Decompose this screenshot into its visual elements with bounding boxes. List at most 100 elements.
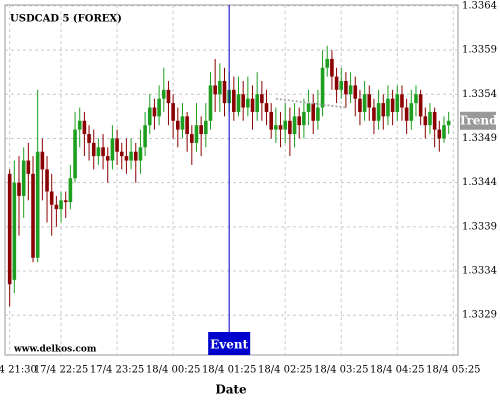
candle-body (232, 89, 236, 112)
candle-body (358, 98, 362, 112)
candle-body (190, 134, 194, 143)
candle-body (269, 111, 273, 130)
candle-body (428, 111, 432, 126)
candle-body (320, 67, 325, 108)
candle-body (213, 85, 217, 95)
candle-body (101, 147, 105, 157)
x-tick-label: 17/4 23:25 (90, 365, 144, 376)
candle-body (199, 125, 203, 135)
candle-body (260, 94, 264, 104)
candle-body (143, 125, 147, 148)
candle-body (302, 111, 306, 126)
x-tick-label: 18/4 00:25 (146, 365, 200, 376)
candle-body (250, 98, 255, 112)
candle-body (381, 103, 386, 117)
candle-body (334, 76, 339, 90)
candle-body (17, 182, 21, 196)
candle-body (73, 129, 77, 179)
candle-body (208, 85, 213, 121)
candle-body (292, 116, 297, 135)
x-tick-label: 18/4 05:25 (426, 365, 480, 376)
candle-body (87, 134, 91, 143)
y-tick-label: 1.3344 (462, 177, 497, 188)
candle-body (390, 98, 395, 112)
candle-body (348, 85, 353, 95)
candle-body (68, 178, 73, 203)
event-label-box (208, 332, 251, 355)
candle-body (26, 160, 31, 174)
y-tick-label: 1.3329 (462, 310, 497, 321)
candle-body (45, 169, 49, 192)
candle-body (325, 58, 330, 68)
candle-body (437, 129, 442, 139)
y-tick-label: 1.3334 (462, 266, 497, 277)
candle-body (63, 200, 68, 203)
candle-body (311, 103, 316, 121)
candle-body (124, 156, 129, 161)
y-tick-label: 1.3364 (462, 0, 497, 11)
candle-body (353, 85, 358, 99)
candle-body (204, 120, 208, 135)
candle-body (91, 142, 96, 157)
candle-body (105, 156, 110, 161)
candle-body (409, 103, 414, 121)
candle-body (180, 116, 185, 130)
candle-body (31, 173, 35, 258)
candle-body (432, 111, 437, 130)
y-tick-label: 1.3339 (462, 221, 497, 232)
event-label: Event (210, 338, 248, 352)
x-tick-label: 18/4 02:25 (258, 365, 312, 376)
x-axis-label: Date (215, 383, 247, 397)
candle-body (395, 94, 400, 112)
candle-body (362, 94, 367, 112)
y-tick-label: 1.3349 (462, 133, 497, 144)
candle-body (442, 125, 446, 139)
trend-label-box (460, 111, 496, 130)
candle-body (418, 94, 423, 117)
trend-label: Trend (458, 113, 498, 127)
candle-body (339, 81, 344, 90)
candle-body (40, 151, 45, 170)
candle-body (316, 107, 320, 121)
candle-body (330, 58, 334, 77)
x-tick-label: 17/4 22:25 (34, 365, 88, 376)
candle-body (344, 81, 348, 95)
candle-body (367, 94, 372, 108)
y-tick-label: 1.3354 (462, 89, 497, 100)
chart-title: USDCAD 5 (FOREX) (10, 14, 122, 25)
candle-body (161, 89, 166, 99)
candle-body (236, 94, 241, 112)
x-tick-label: 18/4 04:25 (370, 365, 424, 376)
candle-body (194, 125, 199, 143)
candle-body (59, 200, 63, 210)
candle-body (166, 89, 171, 104)
candle-body (274, 125, 278, 130)
candle-body (157, 98, 161, 117)
candle-body (414, 94, 418, 104)
candle-body (54, 204, 59, 210)
candle-body (82, 120, 87, 135)
candle-body (278, 125, 283, 130)
candle-body (264, 103, 269, 112)
candle-body (241, 94, 245, 108)
candle-body (423, 116, 428, 126)
candle-body (147, 107, 152, 126)
candle-body (386, 98, 390, 117)
candle-body (49, 191, 54, 205)
candle-body (77, 120, 82, 130)
candle-body (400, 94, 404, 108)
candle-body (110, 138, 115, 161)
candle-body (446, 120, 451, 126)
candle-body (306, 103, 311, 112)
candle-body (171, 103, 175, 121)
candle-body (283, 120, 288, 130)
candle-body (129, 151, 133, 161)
candle-body (297, 116, 302, 126)
x-tick-label: 17/4 21:30 (0, 365, 37, 376)
layer (5, 5, 458, 355)
candle-body (246, 98, 250, 108)
candle-body (12, 182, 17, 280)
x-tick-label: 18/4 03:25 (314, 365, 368, 376)
candle-body (133, 151, 138, 161)
candle-body (35, 151, 40, 258)
